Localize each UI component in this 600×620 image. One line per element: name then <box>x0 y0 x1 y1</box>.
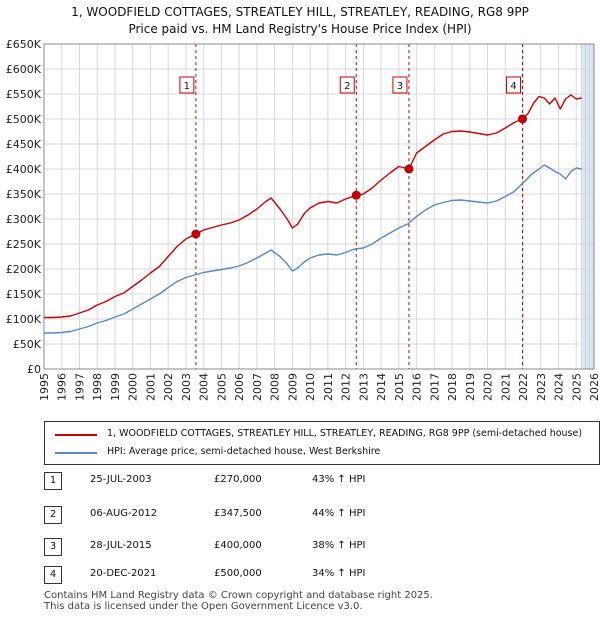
x-tick-label: 2005 <box>215 373 228 401</box>
legend-swatch-property <box>55 434 97 436</box>
x-tick-label: 2000 <box>127 373 140 401</box>
sale-number-badge: 1 <box>44 472 62 490</box>
x-tick-label: 1995 <box>38 373 51 401</box>
sale-hpi-diff: 34% ↑ HPI <box>312 568 366 579</box>
plot-frame <box>43 43 595 370</box>
x-tick-label: 2024 <box>553 373 566 401</box>
sale-point <box>351 190 361 200</box>
legend-swatch-hpi <box>55 452 97 454</box>
sale-point <box>404 164 414 174</box>
x-tick-label: 2009 <box>286 373 299 401</box>
chart-title: 1, WOODFIELD COTTAGES, STREATLEY HILL, S… <box>71 5 529 19</box>
y-tick-label: £550K <box>6 88 42 101</box>
y-tick-label: £100K <box>6 313 42 326</box>
x-tick-label: 2025 <box>570 373 583 401</box>
y-tick-label: £200K <box>6 263 42 276</box>
x-tick-label: 2011 <box>322 373 335 401</box>
y-tick-label: £450K <box>6 138 42 151</box>
x-tick-label: 1997 <box>73 373 86 401</box>
y-tick-label: £350K <box>6 188 42 201</box>
plot-area <box>44 44 594 369</box>
sale-date: 28-JUL-2015 <box>90 540 152 551</box>
sale-label-number: 1 <box>184 81 190 92</box>
forecast-band <box>581 44 594 369</box>
sale-price: £400,000 <box>214 540 262 551</box>
x-tick-label: 2006 <box>233 373 246 401</box>
x-tick-label: 2019 <box>464 373 477 401</box>
x-tick-label: 2008 <box>269 373 282 401</box>
x-tick-label: 2003 <box>180 373 193 401</box>
x-tick-label: 2002 <box>162 373 175 401</box>
sale-label-box <box>392 76 408 94</box>
x-tick-label: 2007 <box>251 373 264 401</box>
footer-licence: This data is licensed under the Open Gov… <box>44 601 363 612</box>
hpi-series-line <box>44 164 582 334</box>
y-tick-label: £0 <box>27 363 41 376</box>
x-tick-label: 2015 <box>393 373 406 401</box>
sale-point <box>518 114 527 124</box>
sale-number-badge: 2 <box>44 506 62 524</box>
sale-date: 25-JUL-2003 <box>90 474 152 485</box>
sale-number-badge: 4 <box>44 566 62 584</box>
sale-date: 20-DEC-2021 <box>90 568 157 579</box>
sale-price: £500,000 <box>214 568 262 579</box>
footer-copyright: Contains HM Land Registry data © Crown c… <box>44 590 433 601</box>
x-tick-label: 2026 <box>588 373 600 401</box>
legend-label-property: 1, WOODFIELD COTTAGES, STREATLEY HILL, S… <box>107 428 583 439</box>
x-tick-label: 2016 <box>411 373 424 401</box>
sale-label-box <box>179 76 195 94</box>
sale-hpi-diff: 44% ↑ HPI <box>312 508 366 519</box>
sale-date: 06-AUG-2012 <box>90 508 158 519</box>
x-tick-label: 2010 <box>304 373 317 401</box>
x-tick-label: 2004 <box>198 373 211 401</box>
y-tick-label: £650K <box>6 38 42 51</box>
y-tick-label: £50K <box>13 338 42 351</box>
sale-label-box <box>339 76 355 94</box>
x-tick-label: 2022 <box>517 373 530 401</box>
sale-point <box>191 229 201 239</box>
x-tick-label: 2001 <box>144 373 157 401</box>
x-tick-label: 2023 <box>535 373 548 401</box>
sale-number-badge: 3 <box>44 538 62 556</box>
x-tick-label: 2013 <box>357 373 370 401</box>
x-tick-label: 2021 <box>499 373 512 401</box>
sale-label-number: 4 <box>510 81 516 92</box>
x-tick-label: 1999 <box>109 373 122 401</box>
y-tick-label: £150K <box>6 288 42 301</box>
x-tick-label: 2012 <box>340 373 353 401</box>
y-tick-label: £500K <box>6 113 42 126</box>
sale-label-number: 2 <box>344 81 350 92</box>
x-tick-label: 2018 <box>446 373 459 401</box>
y-tick-label: £250K <box>6 238 42 251</box>
price-chart: £0 £50K £100K £150K £200K £250K £300K £350K £400… <box>6 38 600 401</box>
sale-label-number: 3 <box>397 81 403 92</box>
y-tick-label: £300K <box>6 213 42 226</box>
sale-price: £270,000 <box>214 474 262 485</box>
x-tick-label: 2017 <box>428 373 441 401</box>
chart-subtitle: Price paid vs. HM Land Registry's House … <box>128 22 472 36</box>
x-tick-label: 1996 <box>56 373 69 401</box>
x-tick-label: 2014 <box>375 373 388 401</box>
sale-hpi-diff: 38% ↑ HPI <box>312 540 366 551</box>
y-tick-label: £400K <box>6 163 42 176</box>
x-tick-label: 2020 <box>482 373 495 401</box>
sale-hpi-diff: 43% ↑ HPI <box>312 474 366 485</box>
sale-label-box <box>506 76 521 94</box>
legend-label-hpi: HPI: Average price, semi-detached house,… <box>107 446 381 457</box>
legend: 1, WOODFIELD COTTAGES, STREATLEY HILL, S… <box>44 421 600 465</box>
sale-price: £347,500 <box>214 508 262 519</box>
y-tick-label: £600K <box>6 63 42 76</box>
x-tick-label: 1998 <box>91 373 104 401</box>
